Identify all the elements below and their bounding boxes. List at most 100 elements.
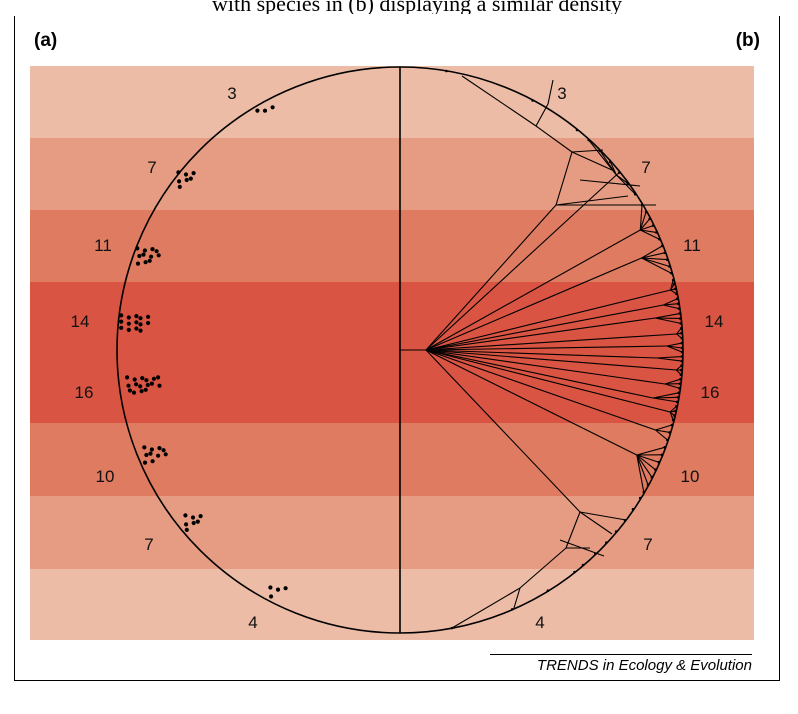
left-count-label: 4 xyxy=(248,613,257,632)
tree-branch xyxy=(655,312,680,319)
tree-branch xyxy=(666,345,683,353)
species-dot xyxy=(149,447,154,452)
species-dot xyxy=(184,177,189,183)
tree-branch xyxy=(652,392,679,399)
tree-branch xyxy=(652,396,679,399)
species-dot xyxy=(126,383,131,388)
species-dot xyxy=(156,375,161,380)
tree-branch xyxy=(636,454,653,478)
left-count-label: 3 xyxy=(227,84,236,103)
species-dot xyxy=(138,316,143,321)
species-dot xyxy=(126,315,131,320)
right-count-label: 3 xyxy=(557,84,566,103)
tree-branch xyxy=(655,424,673,431)
tree-branch xyxy=(669,411,674,421)
species-dot xyxy=(177,179,182,184)
tree-branch xyxy=(641,252,665,259)
caption-text: with species in (b) displaying a similar… xyxy=(212,0,622,14)
species-dot xyxy=(146,314,151,319)
tree-branch xyxy=(571,149,604,153)
tree-branch xyxy=(664,383,680,389)
species-dot xyxy=(156,453,161,458)
right-count-label: 14 xyxy=(705,312,724,331)
tree-branch xyxy=(535,125,573,153)
species-dot xyxy=(190,515,196,520)
band-8 xyxy=(30,569,754,640)
species-dot xyxy=(132,377,137,382)
tree-branch xyxy=(636,454,645,493)
right-count-label: 11 xyxy=(683,236,701,255)
species-dot xyxy=(154,249,159,254)
species-dot xyxy=(143,260,148,265)
species-dot xyxy=(126,327,131,332)
tree-branch xyxy=(663,298,678,306)
right-count-label: 4 xyxy=(535,613,544,632)
tree-branch xyxy=(656,357,682,362)
tree-branch xyxy=(636,446,665,456)
tree-branch xyxy=(555,151,573,206)
tree-branch xyxy=(636,454,659,463)
tree-branch xyxy=(663,303,679,306)
tree-branch xyxy=(641,245,663,259)
species-dot xyxy=(127,388,132,393)
species-dot xyxy=(268,585,273,590)
species-dot xyxy=(142,248,147,253)
species-dot xyxy=(177,184,182,189)
tree-branch xyxy=(641,257,672,274)
species-dot xyxy=(135,261,141,266)
panel-label-a: (a) xyxy=(34,30,58,51)
species-dot xyxy=(198,514,203,519)
tree-branch xyxy=(639,218,651,231)
tree-branch xyxy=(666,345,683,349)
tree-branch xyxy=(425,349,666,385)
left-count-label: 7 xyxy=(147,158,156,177)
species-dot xyxy=(138,328,143,333)
figure-frame xyxy=(14,16,780,681)
species-dot xyxy=(157,446,162,451)
band-1 xyxy=(30,66,754,138)
tree-branch xyxy=(599,150,617,176)
species-dot xyxy=(188,176,193,181)
band-4 xyxy=(30,282,754,351)
tree-branch xyxy=(636,454,649,485)
tree-branch xyxy=(639,211,647,231)
tree-branch xyxy=(547,79,554,105)
tree-branch xyxy=(565,511,581,549)
species-dot xyxy=(148,451,153,456)
species-dot xyxy=(184,527,189,533)
species-dot xyxy=(191,171,196,176)
species-dot xyxy=(151,376,157,381)
tree-branch xyxy=(609,161,617,176)
species-dot xyxy=(139,389,144,394)
species-dot xyxy=(145,382,150,388)
species-dot xyxy=(150,247,155,252)
left-count-label: 14 xyxy=(71,312,90,331)
species-dot xyxy=(146,320,151,326)
species-dot xyxy=(126,321,131,326)
tree-branch xyxy=(425,349,638,456)
left-count-label: 16 xyxy=(75,383,94,402)
species-dot xyxy=(138,322,143,327)
tree-branch xyxy=(425,333,677,351)
left-count-label: 10 xyxy=(96,467,115,486)
species-dot xyxy=(142,460,148,465)
tree-branch xyxy=(640,229,660,240)
species-dot xyxy=(184,522,189,527)
species-dot xyxy=(191,520,196,526)
left-count-label: 7 xyxy=(144,535,153,554)
tree-branch xyxy=(425,349,671,413)
band-3 xyxy=(30,210,754,282)
tree-branch xyxy=(461,75,537,127)
panel-label-b: (b) xyxy=(735,30,760,51)
tree-branch xyxy=(513,587,521,609)
tree-branch xyxy=(451,587,521,629)
tree-branch xyxy=(656,355,682,359)
caption-fragment: with species in (b) displaying a similar… xyxy=(0,0,798,14)
species-dot xyxy=(156,253,161,258)
species-dot xyxy=(141,252,146,257)
species-dot xyxy=(255,108,260,113)
species-dot xyxy=(161,448,166,453)
species-dot xyxy=(119,313,124,318)
tree-branch xyxy=(425,349,581,513)
journal-credit: TRENDS in Ecology & Evolution xyxy=(490,654,752,674)
